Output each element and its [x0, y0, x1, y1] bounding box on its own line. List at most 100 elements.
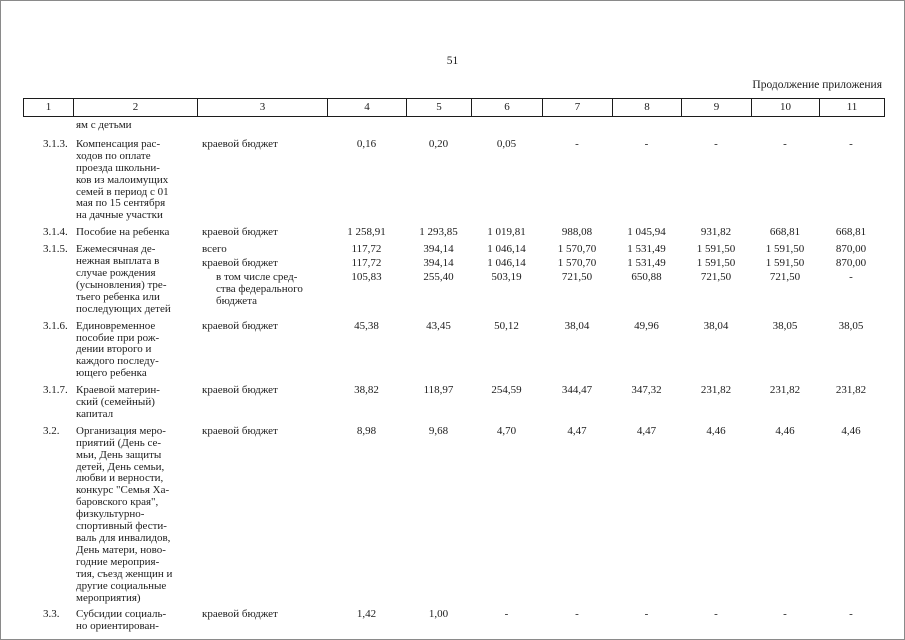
value-cell: - [714, 608, 718, 621]
column-header-3: 3 [198, 99, 328, 116]
row-entries: краевой бюджет 38,82 118,97 254,59 344,47 347… [197, 384, 883, 397]
value-cell: 394,14 [423, 257, 454, 270]
row-entries: краевой бюджет 0,16 0,20 0,05 - - - - - [197, 137, 883, 151]
continuation-note: Продолжение приложения [752, 79, 882, 91]
value-cell: 38,05 [838, 319, 864, 332]
value-cell: 721,50 [700, 270, 732, 283]
value-cell: 254,59 [491, 384, 522, 397]
value-cell: - [849, 137, 853, 150]
value-cell: - [783, 137, 787, 150]
row-entry: краевой бюджет 1,42 1,00 - - - - - - [197, 609, 883, 621]
row-title: Ежемесячная де- нежная выплата в случае … [76, 243, 171, 315]
value-cell: 1 531,49 [627, 243, 666, 256]
value-cell: 117,72 [351, 243, 382, 256]
budget-source-label: краевой бюджет [202, 608, 278, 621]
value-cell: 503,19 [491, 270, 522, 283]
value-cell: 1 591,50 [696, 257, 736, 270]
column-header-7: 7 [543, 99, 613, 116]
row-entries: краевой бюджет 8,98 9,68 4,70 4,47 4,47 4,46 4,… [197, 424, 883, 438]
row-entries: краевой бюджет 1 258,91 1 293,85 1 019,81 98… [197, 226, 883, 239]
value-cell: - [849, 608, 853, 621]
row-title: Субсидии социаль- но ориентирован- [76, 608, 167, 633]
row-entries: всего 117,72 394,14 1 046,14 1 570,70 1 531,4… [197, 243, 883, 308]
row-entry: краевой бюджет 8,98 9,68 4,70 4,47 4,47 4,46 4,… [197, 424, 883, 438]
row-title: Организация меро- приятий (День се- мьи,… [76, 424, 173, 604]
column-header-10: 10 [752, 99, 820, 116]
budget-source-label: всего [202, 243, 227, 256]
value-cell: 394,14 [423, 243, 454, 256]
value-cell: 50,12 [494, 319, 519, 332]
table-body: ям с детьми 3.1.3. Компенсация рас- ходов… [23, 119, 883, 633]
value-cell: 1,00 [428, 608, 449, 621]
value-cell: 1 591,50 [765, 257, 805, 270]
value-cell: 1 046,14 [487, 257, 526, 270]
row-number: 3.1.7. [43, 384, 68, 397]
table-row: 3.1.3. Компенсация рас- ходов по оплате п… [23, 137, 883, 222]
table-row: 3.3. Субсидии социаль- но ориентирован-кр… [23, 609, 882, 633]
value-cell: 4,46 [775, 424, 795, 437]
table-row: 3.1.7. Краевой материн- ский (семейный) к… [23, 384, 883, 421]
table-header-row: 1 2 3 4 5 6 7 8 9 10 11 [23, 98, 885, 117]
value-cell: 650,88 [631, 270, 662, 283]
value-cell: 668,81 [835, 226, 867, 239]
value-cell: - [504, 608, 509, 621]
value-cell: 721,50 [561, 270, 593, 283]
row-title: Краевой материн- ский (семейный) капитал [76, 384, 160, 420]
value-cell: 38,05 [772, 319, 798, 332]
value-cell: 1 019,81 [487, 226, 526, 239]
value-cell: 38,04 [703, 319, 729, 332]
value-cell: 38,82 [354, 384, 379, 397]
value-cell: 4,46 [706, 424, 726, 437]
value-cell: 118,97 [423, 384, 454, 397]
value-cell: 8,98 [356, 424, 377, 437]
table-row: 3.1.5. Ежемесячная де- нежная выплата в с… [23, 243, 883, 315]
value-cell: - [575, 137, 579, 150]
table-row: 3.2. Организация меро- приятий (День се- … [23, 424, 883, 605]
value-cell: 344,47 [561, 384, 593, 397]
value-cell: 1 293,85 [419, 226, 458, 239]
budget-source-label: краевой бюджет [202, 424, 278, 437]
carryover-text: ям с детьми [76, 119, 132, 131]
value-cell: 1,42 [356, 608, 377, 621]
row-number: 3.1.5. [43, 243, 68, 256]
value-cell: 1 258,91 [347, 226, 386, 239]
value-cell: 1 045,94 [627, 226, 666, 239]
value-cell: - [849, 270, 853, 283]
value-cell: 255,40 [423, 270, 454, 283]
row-title: Пособие на ребенка [76, 226, 170, 239]
budget-source-label: краевой бюджет [202, 226, 278, 239]
value-cell: - [575, 608, 579, 621]
budget-source-label: краевой бюджет [202, 319, 278, 332]
value-cell: - [644, 608, 649, 621]
value-cell: 1 591,50 [765, 243, 805, 256]
page-number: 51 [446, 55, 459, 67]
value-cell: 988,08 [561, 226, 593, 239]
row-entry: в том числе сред- ства федерального бюдж… [197, 270, 883, 308]
value-cell: 43,45 [426, 319, 451, 332]
column-header-9: 9 [682, 99, 752, 116]
value-cell: 1 570,70 [557, 257, 597, 270]
value-cell: 1 531,49 [627, 257, 666, 270]
budget-source-label: в том числе сред- ства федерального бюдж… [216, 270, 303, 307]
value-cell: 721,50 [769, 270, 801, 283]
value-cell: 231,82 [700, 384, 732, 397]
budget-source-label: краевой бюджет [202, 384, 278, 397]
value-cell: 0,20 [428, 137, 449, 150]
row-title: Единовременное пособие при рож- дении вт… [76, 319, 160, 380]
value-cell: 105,83 [351, 270, 382, 283]
row-number: 3.1.6. [43, 319, 68, 332]
value-cell: 668,81 [769, 226, 801, 239]
value-cell: 231,82 [835, 384, 867, 397]
row-entry: краевой бюджет 45,38 43,45 50,12 38,04 49,96 3… [197, 319, 883, 333]
column-header-6: 6 [472, 99, 543, 116]
row-entry: краевой бюджет 1 258,91 1 293,85 1 019,81 98… [197, 226, 883, 239]
value-cell: 1 591,50 [696, 243, 736, 256]
column-header-11: 11 [846, 101, 858, 113]
value-cell: 0,16 [356, 137, 377, 150]
row-number: 3.1.3. [43, 137, 68, 150]
value-cell: 931,82 [700, 226, 732, 239]
value-cell: 231,82 [769, 384, 801, 397]
value-cell: 4,46 [841, 424, 861, 437]
value-cell: 870,00 [835, 257, 867, 270]
value-cell: 38,04 [564, 319, 590, 332]
